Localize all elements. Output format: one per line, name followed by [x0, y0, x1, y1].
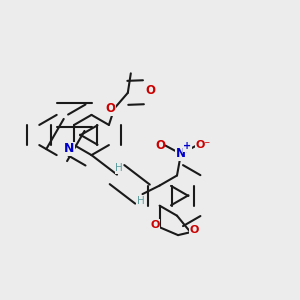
Text: O: O — [190, 225, 199, 235]
Text: O: O — [150, 220, 160, 230]
Text: O⁻: O⁻ — [196, 140, 211, 151]
Text: O: O — [105, 102, 116, 115]
Text: O: O — [155, 139, 165, 152]
Text: N: N — [176, 147, 186, 161]
Text: N: N — [64, 142, 74, 155]
Text: O: O — [145, 84, 155, 97]
Text: +: + — [183, 141, 192, 152]
Text: H: H — [115, 163, 123, 173]
Text: H: H — [136, 196, 144, 206]
